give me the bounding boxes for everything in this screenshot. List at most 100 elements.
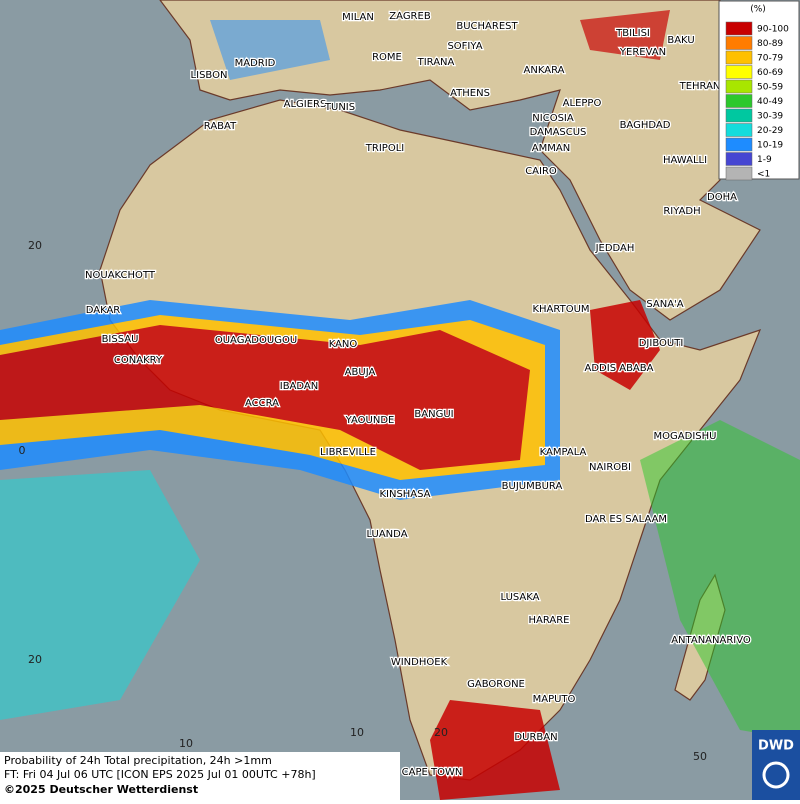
legend-label: 1-9 [757, 155, 772, 165]
grid-label: 10 [350, 726, 364, 739]
city-label: KAMPALA [540, 447, 587, 458]
legend-title: (%) [750, 5, 766, 15]
city-label: SANA'A [646, 299, 683, 310]
city-label: GABORONE [467, 679, 525, 690]
grid-label: 20 [28, 239, 42, 252]
city-label: NAIROBI [589, 462, 631, 473]
legend-label: 10-19 [757, 141, 783, 151]
city-label: MOGADISHU [654, 431, 717, 442]
city-label: BUCHAREST [456, 21, 518, 32]
legend-label: 80-89 [757, 39, 783, 49]
city-label: BAKU [667, 35, 694, 46]
city-label: ANKARA [524, 65, 565, 76]
city-label: CAIRO [525, 166, 557, 177]
legend-label: 40-49 [757, 97, 783, 107]
footer-box [0, 752, 400, 800]
city-label: BISSAU [102, 334, 139, 345]
legend-label: 60-69 [757, 68, 783, 78]
logo: DWD [758, 739, 794, 754]
city-label: CAPE TOWN [402, 767, 463, 778]
city-label: CONAKRY [114, 355, 163, 366]
city-label: HAWALLI [663, 155, 707, 166]
footer-line: FT: Fri 04 Jul 06 UTC [ICON EPS 2025 Jul… [4, 768, 316, 781]
city-label: KHARTOUM [532, 304, 589, 315]
city-label: BANGUI [414, 409, 453, 420]
city-label: DAR ES SALAAM [585, 514, 667, 525]
city-label: MILAN [342, 12, 374, 23]
legend-swatch [725, 137, 753, 152]
city-label: KINSHASA [379, 489, 430, 500]
legend-swatch [725, 108, 753, 123]
city-label: TEHRAN [679, 81, 721, 92]
legend-label: 50-59 [757, 83, 783, 93]
city-label: ANTANANARIVO [671, 635, 751, 646]
city-label: LIBREVILLE [320, 447, 376, 458]
city-label: ZAGREB [389, 11, 431, 22]
city-label: LUANDA [366, 529, 407, 540]
eurasia [159, 0, 761, 321]
legend-label: 20-29 [757, 126, 783, 136]
city-label: ROME [372, 52, 402, 63]
city-label: DURBAN [514, 732, 557, 743]
legend-swatch [725, 94, 753, 108]
legend-swatch [725, 50, 753, 65]
city-label: SOFIYA [447, 41, 482, 52]
grid-label: 20 [28, 653, 42, 666]
city-label: OUAGADOUGOU [215, 335, 297, 346]
legend-swatch [725, 36, 753, 50]
city-label: TUNIS [324, 102, 355, 113]
grid-label: 20 [434, 726, 448, 739]
legend-label: 70-79 [757, 54, 783, 64]
city-label: ALGIERS [284, 99, 327, 110]
city-label: TIRANA [417, 57, 455, 68]
city-label: BAGHDAD [620, 120, 671, 131]
city-label: BUJUMBURA [502, 481, 563, 492]
city-label: YAOUNDE [345, 415, 395, 426]
city-label: LISBON [191, 70, 228, 81]
city-label: MAPUTO [533, 694, 576, 705]
legend-swatch [725, 123, 753, 137]
legend-swatch [725, 65, 753, 79]
city-labels: MILAN ZAGREB BUCHAREST SOFIYA TBILISI BAKU MAD… [84, 10, 752, 780]
legend: (%) 90-100 80-89 70-79 60-69 50-59 40-49 30-39… [718, 0, 800, 181]
city-label: ATHENS [450, 88, 490, 99]
legend-swatch [725, 21, 753, 36]
city-label: KANO [329, 339, 358, 350]
city-label: ALEPPO [563, 98, 602, 109]
city-label: TBILISI [615, 28, 650, 39]
city-label: NOUAKCHOTT [85, 270, 156, 281]
city-label: DOHA [707, 192, 737, 203]
copyright: ©2025 Deutscher Wetterdienst [4, 783, 198, 796]
legend-label: <1 [757, 170, 770, 180]
city-label: DAMASCUS [530, 127, 587, 138]
logo-icon [762, 761, 790, 789]
city-label: HARARE [528, 615, 569, 626]
grid-label: 0 [19, 444, 26, 457]
city-label: MADRID [235, 58, 276, 69]
legend-swatch [725, 79, 753, 94]
footer-line: Probability of 24h Total precipitation, … [4, 754, 272, 767]
city-label: TRIPOLI [365, 143, 404, 154]
legend-label: 90-100 [757, 25, 789, 35]
city-label: NICOSIA [532, 113, 574, 124]
grid-label: 50 [693, 750, 707, 763]
legend-swatch [725, 166, 753, 181]
city-label: ACCRA [245, 398, 279, 409]
city-label: AMMAN [532, 143, 570, 154]
city-label: ADDIS ABABA [585, 363, 654, 374]
city-label: ABUJA [345, 367, 376, 378]
precipitation [0, 10, 800, 800]
city-label: DJIBOUTI [639, 338, 684, 349]
grid-label: 10 [179, 737, 193, 750]
legend-label: 30-39 [757, 112, 783, 122]
city-label: WINDHOEK [391, 657, 448, 668]
city-label: DAKAR [86, 305, 121, 316]
city-label: YEREVAN [619, 47, 666, 58]
city-label: LUSAKA [501, 592, 540, 603]
legend-swatch [725, 152, 753, 166]
city-label: RIYADH [663, 206, 700, 217]
city-label: JEDDAH [595, 243, 635, 254]
city-label: RABAT [204, 121, 237, 132]
city-label: IBADAN [280, 381, 319, 392]
